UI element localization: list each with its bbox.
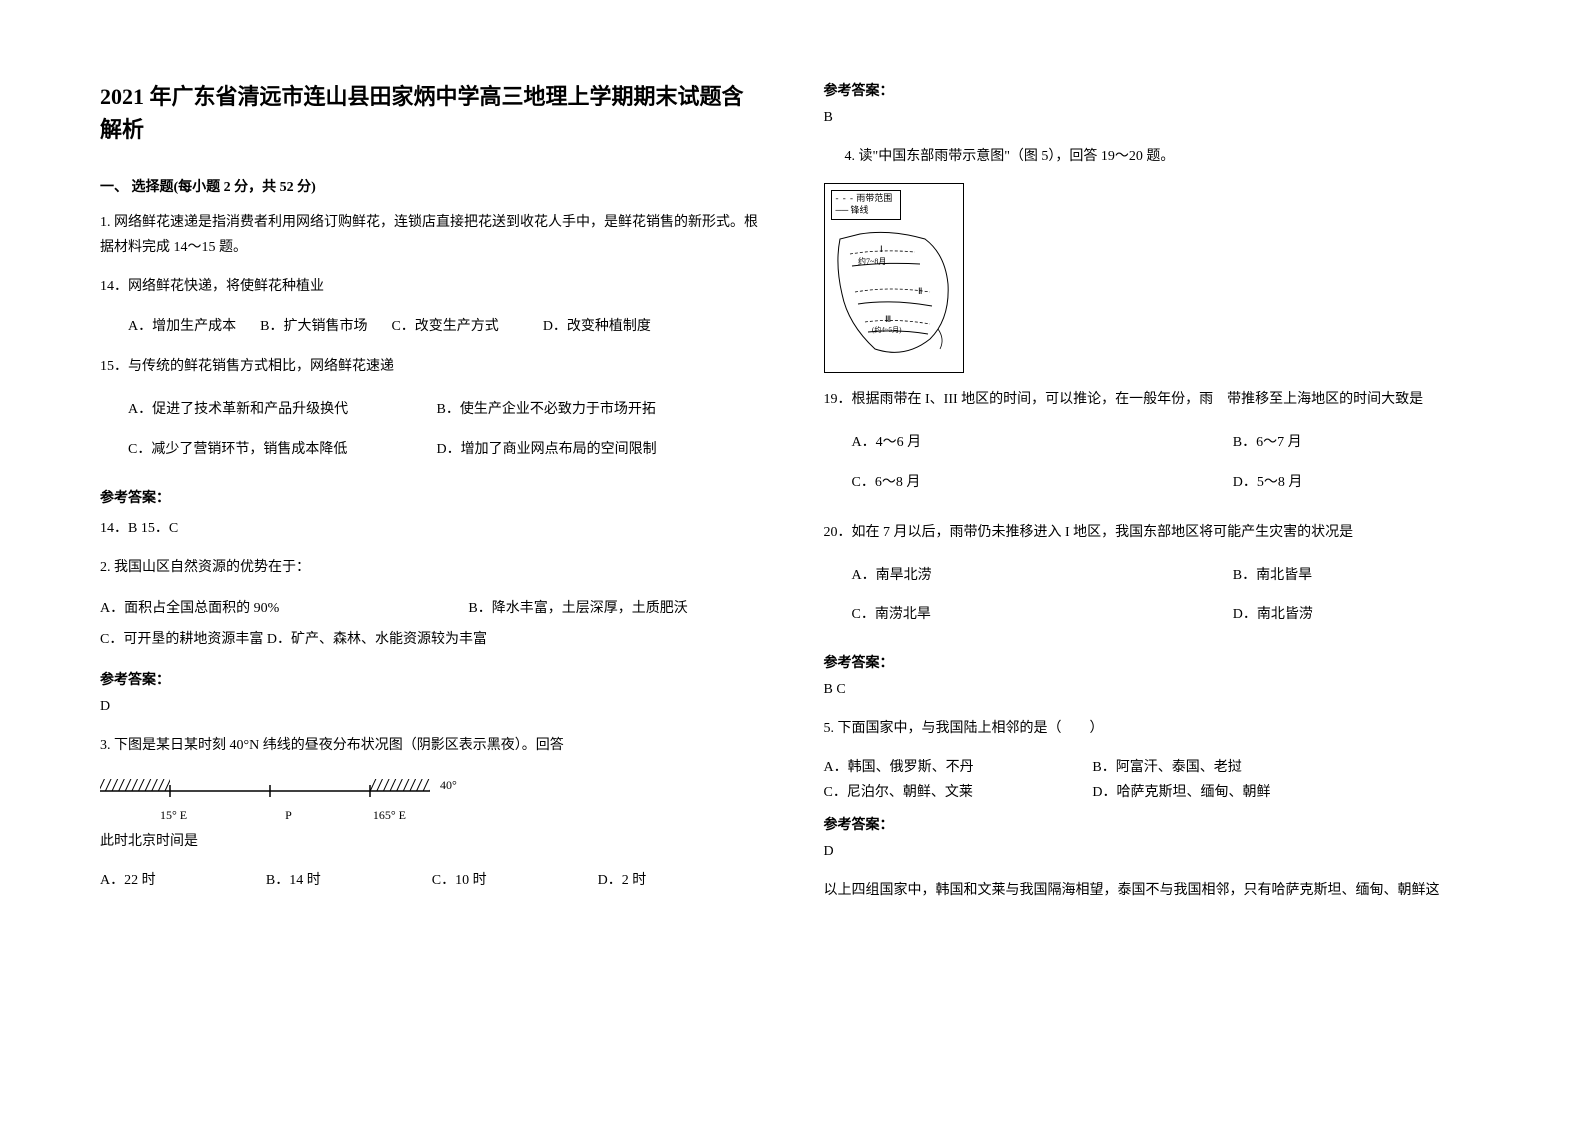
q2-stem: 2. 我国山区自然资源的优势在于： xyxy=(100,555,764,580)
q3-optA: A．22 时 xyxy=(100,868,266,895)
q5-answer-label: 参考答案： xyxy=(824,814,1488,834)
q2-optC: C．可开垦的耕地资源丰富 xyxy=(100,632,263,647)
q1-15-optA: A．促进了技术革新和产品升级换代 xyxy=(128,393,433,427)
q3-stem: 3. 下图是某日某时刻 40°N 纬线的昼夜分布状况图（阴影区表示黑夜）。回答 xyxy=(100,733,764,758)
q1-answer-label: 参考答案： xyxy=(100,487,764,507)
q1-14-optB: B．扩大销售市场 xyxy=(260,314,367,341)
q5-answer: D xyxy=(824,844,1488,860)
q4-stem: 4. 读"中国东部雨带示意图"（图 5），回答 19～20 题。 xyxy=(824,144,1488,169)
q1-15-optB: B．使生产企业不必致力于市场开拓 xyxy=(437,393,742,427)
q5-optC: C．尼泊尔、朝鲜、文莱 xyxy=(824,780,1089,805)
page-title: 2021 年广东省清远市连山县田家炳中学高三地理上学期期末试题含解析 xyxy=(100,80,764,146)
q2-answer: D xyxy=(100,699,764,715)
q4-19-optA: A．4～6 月 xyxy=(852,426,1233,460)
svg-text:约7~8月: 约7~8月 xyxy=(858,256,886,266)
q4-19-optB: B．6～7 月 xyxy=(1233,426,1474,466)
q3-opts: A．22 时 B．14 时 C．10 时 D．2 时 xyxy=(100,868,764,895)
label-40n: 40° N xyxy=(440,778,460,792)
tick-p: P xyxy=(285,808,292,823)
q5-stem: 5. 下面国家中，与我国陆上相邻的是（ ） xyxy=(824,716,1488,741)
q3-diagram: 40° N 15° E P 165° E xyxy=(100,773,764,823)
svg-text:(约4~5月): (约4~5月) xyxy=(872,325,902,334)
q4-20-optC: C．南涝北旱 xyxy=(852,598,1233,632)
q4-sub19: 19．根据雨带在 I、III 地区的时间，可以推论，在一般年份，雨 带推移至上海… xyxy=(824,387,1488,412)
svg-text:Ⅱ: Ⅱ xyxy=(918,286,922,296)
q1-14-optC: C．改变生产方式 xyxy=(391,314,498,341)
q4-20-optA: A．南旱北涝 xyxy=(852,559,1233,593)
q5-opts: A．韩国、俄罗斯、不丹 B．阿富汗、泰国、老挝 C．尼泊尔、朝鲜、文莱 D．哈萨… xyxy=(824,755,1488,805)
china-map-svg: Ⅰ 约7~8月 Ⅱ Ⅲ (约4~5月) xyxy=(830,224,958,364)
q3-optD: D．2 时 xyxy=(598,868,764,895)
q3-subq: 此时北京时间是 xyxy=(100,829,764,854)
q1-14-optA: A．增加生产成本 xyxy=(128,314,236,341)
tick-15e: 15° E xyxy=(160,808,187,823)
q1-opts15: A．促进了技术革新和产品升级换代 B．使生产企业不必致力于市场开拓 C．减少了营… xyxy=(100,393,764,472)
q2-optD: D．矿产、森林、水能资源较为丰富 xyxy=(267,632,487,647)
q4-19-optD: D．5～8 月 xyxy=(1233,466,1474,506)
q4-opts20: A．南旱北涝 B．南北皆旱 C．南涝北旱 D．南北皆涝 xyxy=(824,559,1488,638)
q1-14-optD: D．改变种植制度 xyxy=(543,314,651,341)
q3-answer: B xyxy=(824,110,1488,126)
q5-optB: B．阿富汗、泰国、老挝 xyxy=(1092,760,1241,775)
legend-l1: 雨带范围 xyxy=(856,193,892,203)
q2-optA: A．面积占全国总面积的 90% xyxy=(100,594,465,625)
q3-diagram-svg: 40° N xyxy=(100,773,460,803)
q3-axis-labels: 15° E P 165° E xyxy=(120,808,764,823)
q1-answer: 14．B 15．C xyxy=(100,517,764,537)
left-column: 2021 年广东省清远市连山县田家炳中学高三地理上学期期末试题含解析 一、 选择… xyxy=(100,80,764,1082)
q4-map: - - - 雨带范围 ── 锋线 Ⅰ 约7~8月 Ⅱ Ⅲ (约4~5月) xyxy=(824,183,964,373)
q1-opts14: A．增加生产成本 B．扩大销售市场 C．改变生产方式 D．改变种植制度 xyxy=(100,314,764,341)
q4-opts19: A．4～6 月 B．6～7 月 C．6～8 月 D．5～8 月 xyxy=(824,426,1488,505)
legend-l2: 锋线 xyxy=(851,205,869,215)
tick-165e: 165° E xyxy=(373,808,406,823)
line-icon: ── xyxy=(836,205,849,215)
q4-answer-label: 参考答案： xyxy=(824,652,1488,672)
q1-sub14: 14．网络鲜花快递，将使鲜花种植业 xyxy=(100,274,764,299)
q3-optB: B．14 时 xyxy=(266,868,432,895)
q3-answer-label: 参考答案： xyxy=(824,80,1488,100)
q1-15-optC: C．减少了营销环节，销售成本降低 xyxy=(128,433,433,467)
dash-icon: - - - xyxy=(836,193,855,203)
q5-optD: D．哈萨克斯坦、缅甸、朝鲜 xyxy=(1092,785,1270,800)
q2-answer-label: 参考答案： xyxy=(100,669,764,689)
q1-stem: 1. 网络鲜花速递是指消费者利用网络订购鲜花，连锁店直接把花送到收花人手中，是鲜… xyxy=(100,210,764,260)
q3-optC: C．10 时 xyxy=(432,868,598,895)
q4-legend: - - - 雨带范围 ── 锋线 xyxy=(831,190,901,219)
q2-opts: A．面积占全国总面积的 90% B．降水丰富，土层深厚，土质肥沃 C．可开垦的耕… xyxy=(100,594,764,656)
q1-15-optD: D．增加了商业网点布局的空间限制 xyxy=(437,433,742,467)
right-column: 参考答案： B 4. 读"中国东部雨带示意图"（图 5），回答 19～20 题。… xyxy=(824,80,1488,1082)
q1-sub15: 15．与传统的鲜花销售方式相比，网络鲜花速递 xyxy=(100,354,764,379)
svg-text:Ⅰ: Ⅰ xyxy=(880,244,883,254)
q4-19-optC: C．6～8 月 xyxy=(852,466,1233,500)
q4-20-optB: B．南北皆旱 xyxy=(1233,559,1474,599)
svg-text:Ⅲ: Ⅲ xyxy=(885,314,891,324)
section-header: 一、 选择题(每小题 2 分，共 52 分) xyxy=(100,176,764,196)
q4-20-optD: D．南北皆涝 xyxy=(1233,598,1474,638)
q4-answer: B C xyxy=(824,682,1488,698)
q2-optB: B．降水丰富，土层深厚，土质肥沃 xyxy=(468,601,687,616)
q5-optA: A．韩国、俄罗斯、不丹 xyxy=(824,755,1089,780)
q5-explanation: 以上四组国家中，韩国和文莱与我国隔海相望，泰国不与我国相邻，只有哈萨克斯坦、缅甸… xyxy=(824,878,1488,903)
q4-sub20: 20．如在 7 月以后，雨带仍未推移进入 I 地区，我国东部地区将可能产生灾害的… xyxy=(824,520,1488,545)
